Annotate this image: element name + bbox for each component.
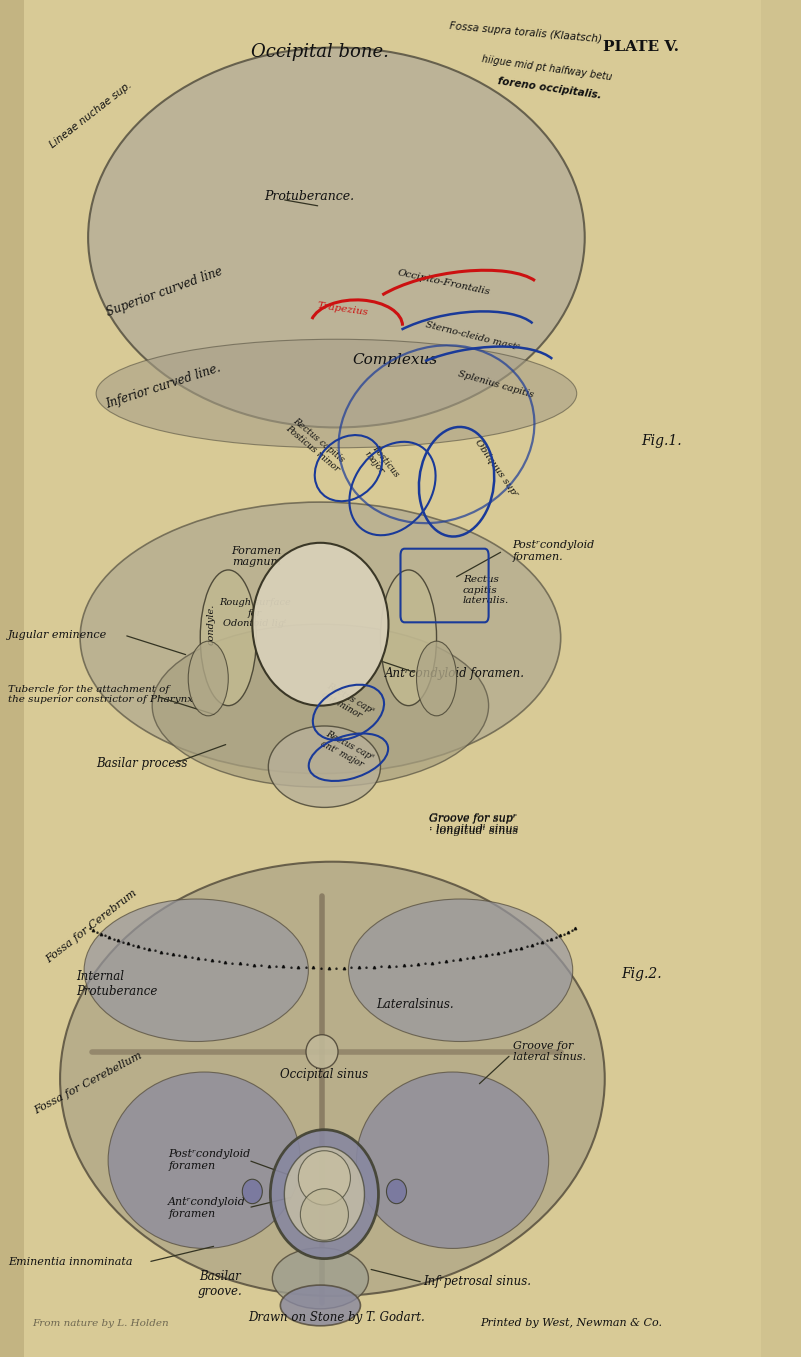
Ellipse shape: [387, 1179, 406, 1204]
Text: Complexus: Complexus: [352, 353, 437, 366]
Text: Postʳcondyloid
foramen.: Postʳcondyloid foramen.: [513, 540, 595, 562]
Ellipse shape: [88, 47, 585, 427]
Text: Trapezius: Trapezius: [316, 301, 368, 318]
Text: Tubercle for the attachment of
the superior constrictor of Pharynx: Tubercle for the attachment of the super…: [8, 685, 193, 704]
Ellipse shape: [280, 1285, 360, 1326]
FancyBboxPatch shape: [0, 0, 24, 1357]
Ellipse shape: [306, 1035, 338, 1069]
Text: Basilar process: Basilar process: [96, 757, 187, 771]
Ellipse shape: [242, 1179, 263, 1204]
Text: Rough surface
for
Odontoid ligᵗ: Rough surface for Odontoid ligᵗ: [219, 598, 291, 628]
Text: Lineae nuchae sup.: Lineae nuchae sup.: [48, 80, 134, 151]
Text: condyle.: condyle.: [206, 604, 215, 645]
Ellipse shape: [271, 1129, 379, 1259]
Ellipse shape: [188, 642, 228, 716]
Text: Jugular eminence: Jugular eminence: [8, 630, 107, 641]
Ellipse shape: [84, 900, 308, 1042]
Text: Internal
Protuberance: Internal Protuberance: [76, 970, 158, 997]
Text: Infʳpetrosal sinus.: Infʳpetrosal sinus.: [423, 1274, 531, 1288]
Text: Occipital sinus: Occipital sinus: [280, 1068, 368, 1082]
Text: Lateral​sinus.: Lateral​sinus.: [376, 997, 454, 1011]
Text: Sterno-cleido mastᵃ: Sterno-cleido mastᵃ: [425, 320, 521, 353]
Text: Groove for
lateral sinus.: Groove for lateral sinus.: [513, 1041, 586, 1063]
Text: Inferior curved line.: Inferior curved line.: [104, 362, 223, 411]
Text: Fossa supra toralis (Klaatsch): Fossa supra toralis (Klaatsch): [449, 20, 602, 45]
Ellipse shape: [108, 1072, 300, 1248]
Ellipse shape: [200, 570, 256, 706]
Text: hiigue mid pt halfway betu: hiigue mid pt halfway betu: [481, 54, 612, 81]
Text: Drawn on Stone by T. Godart.: Drawn on Stone by T. Godart.: [248, 1311, 425, 1324]
Text: Fig.1.: Fig.1.: [641, 434, 682, 448]
Text: Antʳcondyloid
foramen: Antʳcondyloid foramen: [168, 1197, 246, 1219]
Ellipse shape: [298, 1151, 351, 1205]
Ellipse shape: [268, 726, 380, 807]
Ellipse shape: [284, 1147, 364, 1242]
Text: Fossa for Cerebellum: Fossa for Cerebellum: [32, 1050, 143, 1115]
Text: Groove for supʳ
· longitudˡ sinus: Groove for supʳ · longitudˡ sinus: [429, 814, 517, 836]
Text: foreno occipitalis.: foreno occipitalis.: [497, 76, 602, 100]
Text: Posticus
major: Posticus major: [363, 444, 401, 484]
Ellipse shape: [252, 543, 388, 706]
Text: Rectus capˢ
antʳ major: Rectus capˢ antʳ major: [319, 729, 375, 772]
Ellipse shape: [417, 642, 457, 716]
Text: Basilar
groove.: Basilar groove.: [198, 1270, 243, 1297]
Ellipse shape: [80, 502, 561, 773]
Text: Rectus capitis
Posticus minor: Rectus capitis Posticus minor: [284, 417, 348, 474]
Text: PLATE V.: PLATE V.: [603, 41, 678, 54]
Ellipse shape: [356, 1072, 549, 1248]
Text: Fig.2.: Fig.2.: [621, 968, 662, 981]
Ellipse shape: [300, 1189, 348, 1240]
Text: From nature by L. Holden: From nature by L. Holden: [32, 1319, 169, 1327]
Text: Rectus capˢ
ant minor: Rectus capˢ ant minor: [320, 681, 376, 725]
Text: Groove for supʳ
· longitudˡ sinus: Groove for supʳ · longitudˡ sinus: [429, 813, 517, 835]
Text: Occipito-Frontalis: Occipito-Frontalis: [396, 267, 491, 297]
Text: Superior curved line: Superior curved line: [104, 265, 224, 319]
Ellipse shape: [60, 862, 605, 1296]
Text: Foramen
magnum: Foramen magnum: [231, 546, 281, 567]
Text: Protuberance.: Protuberance.: [264, 190, 355, 204]
Ellipse shape: [152, 624, 489, 787]
Text: Eminentia innominata: Eminentia innominata: [8, 1257, 132, 1267]
Ellipse shape: [348, 900, 573, 1042]
Text: Obliquus supʳ: Obliquus supʳ: [473, 437, 519, 499]
Text: Fossa for Cerebrum: Fossa for Cerebrum: [44, 889, 139, 965]
FancyBboxPatch shape: [761, 0, 801, 1357]
Text: Postʳcondyloid
foramen: Postʳcondyloid foramen: [168, 1149, 251, 1171]
Text: Antʳcondyloid foramen.: Antʳcondyloid foramen.: [384, 666, 525, 680]
Text: Printed by West, Newman & Co.: Printed by West, Newman & Co.: [481, 1318, 662, 1329]
Ellipse shape: [96, 339, 577, 448]
Text: Splenius capitis: Splenius capitis: [457, 369, 534, 399]
Ellipse shape: [380, 570, 437, 706]
Text: Rectus
capitis
lateralis.: Rectus capitis lateralis.: [463, 575, 509, 605]
Text: Occipital bone.: Occipital bone.: [252, 42, 389, 61]
Ellipse shape: [272, 1248, 368, 1308]
